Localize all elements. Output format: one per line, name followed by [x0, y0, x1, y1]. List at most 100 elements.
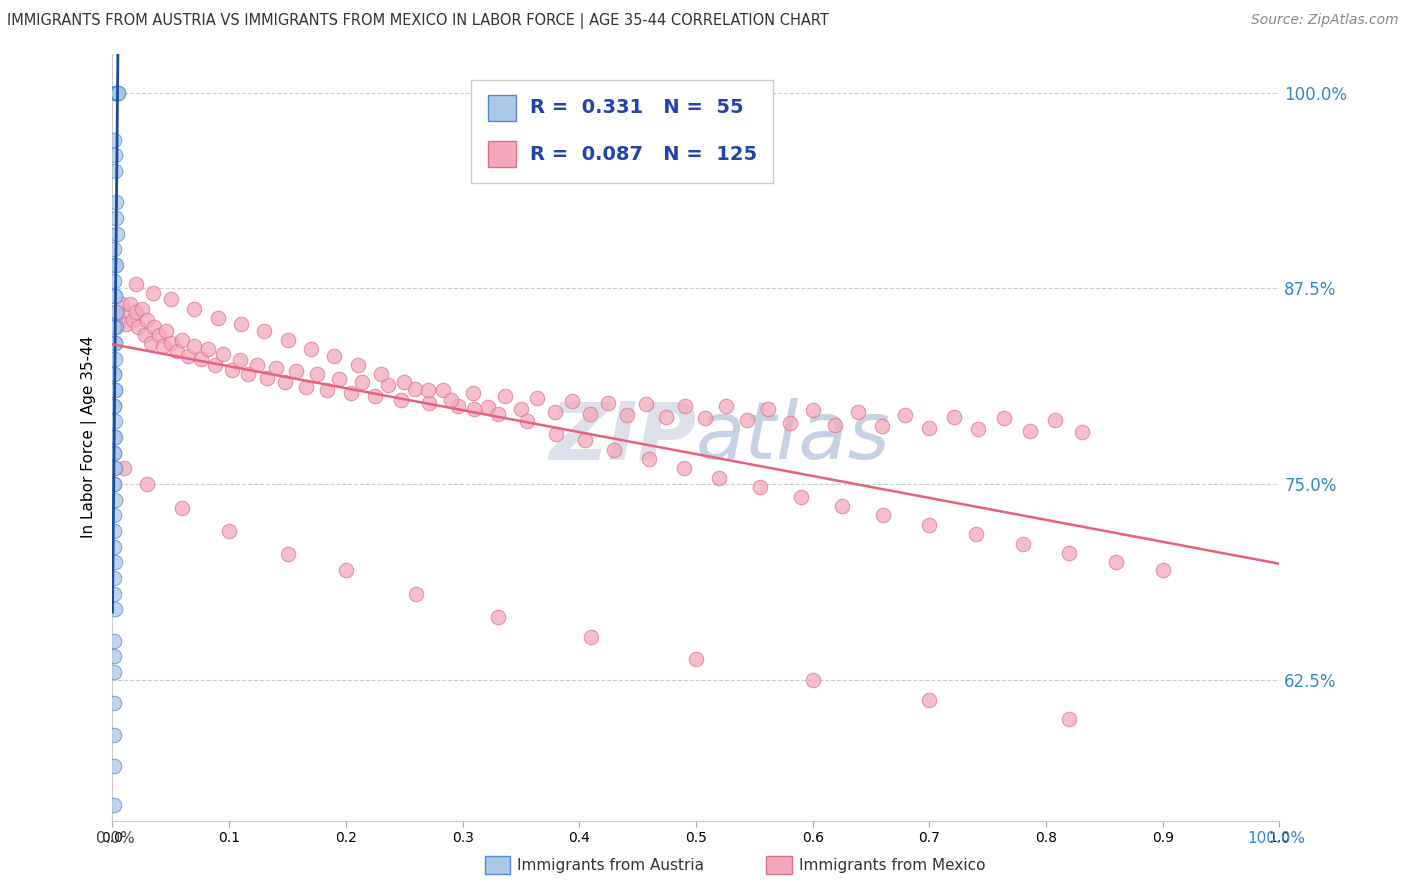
Point	[404, 382, 426, 396]
Point	[103, 477, 125, 491]
Point	[870, 419, 893, 434]
Text: 0.0%: 0.0%	[96, 831, 135, 846]
Point	[1018, 424, 1040, 438]
Point	[801, 403, 824, 417]
Point	[142, 286, 165, 301]
Point	[673, 461, 696, 475]
Point	[197, 343, 219, 357]
Point	[494, 389, 516, 403]
Point	[104, 289, 127, 303]
Point	[104, 383, 127, 397]
Point	[104, 336, 127, 351]
Point	[965, 527, 987, 541]
Point	[295, 380, 318, 394]
Point	[105, 86, 128, 100]
Point	[316, 383, 339, 397]
Text: R =  0.331   N =  55: R = 0.331 N = 55	[530, 98, 744, 118]
Point	[166, 343, 188, 358]
Point	[127, 320, 149, 334]
Point	[152, 339, 174, 353]
Point	[526, 391, 548, 405]
Point	[160, 293, 183, 307]
Point	[125, 277, 148, 291]
Point	[115, 318, 138, 332]
Point	[134, 328, 156, 343]
Point	[143, 320, 166, 334]
Point	[418, 395, 440, 409]
Point	[104, 336, 127, 351]
Text: ZIP: ZIP	[548, 398, 696, 476]
Point	[638, 452, 661, 467]
Point	[103, 649, 125, 664]
Point	[111, 297, 134, 311]
Point	[256, 370, 278, 384]
Point	[516, 414, 538, 428]
Point	[1045, 413, 1067, 427]
Point	[104, 383, 127, 397]
Point	[574, 434, 596, 448]
Point	[103, 399, 125, 413]
Point	[654, 409, 676, 424]
Point	[377, 378, 399, 392]
Point	[276, 333, 298, 347]
Point	[160, 336, 183, 351]
Y-axis label: In Labor Force | Age 35-44: In Labor Force | Age 35-44	[80, 336, 97, 538]
Point	[104, 414, 127, 428]
Point	[103, 461, 125, 475]
Point	[993, 411, 1015, 425]
Point	[105, 305, 128, 319]
Point	[323, 349, 346, 363]
Point	[284, 364, 307, 378]
Point	[131, 301, 153, 316]
Point	[103, 133, 125, 147]
Point	[1152, 563, 1174, 577]
Point	[104, 461, 127, 475]
Point	[103, 368, 125, 382]
Point	[103, 477, 125, 491]
Point	[831, 499, 853, 513]
Point	[103, 797, 125, 812]
Point	[112, 461, 135, 475]
Point	[440, 392, 463, 407]
Point	[172, 333, 194, 347]
Point	[136, 477, 159, 491]
Point	[779, 416, 801, 430]
Point	[218, 524, 240, 538]
Text: R =  0.087   N =  125: R = 0.087 N = 125	[530, 145, 758, 163]
Point	[104, 430, 127, 444]
Point	[229, 318, 252, 332]
Point	[824, 417, 846, 432]
Point	[104, 86, 127, 100]
Point	[405, 587, 427, 601]
Point	[107, 86, 129, 100]
Point	[183, 301, 205, 316]
Point	[579, 631, 602, 645]
Point	[103, 696, 125, 710]
Point	[486, 610, 509, 624]
Text: atlas: atlas	[696, 398, 891, 476]
Point	[104, 305, 127, 319]
Point	[190, 351, 212, 366]
Point	[894, 408, 917, 422]
Point	[104, 289, 127, 303]
Point	[477, 401, 499, 415]
Point	[872, 508, 894, 523]
Point	[598, 395, 620, 409]
Point	[335, 563, 357, 577]
Point	[276, 548, 298, 562]
Point	[305, 368, 328, 382]
Point	[918, 693, 941, 707]
Point	[756, 401, 779, 416]
Point	[461, 386, 484, 401]
Point	[709, 471, 731, 485]
Point	[103, 368, 125, 382]
Point	[246, 358, 269, 372]
Point	[103, 540, 125, 554]
Point	[1105, 555, 1128, 569]
Point	[104, 164, 127, 178]
Point	[228, 353, 250, 368]
Point	[204, 358, 226, 372]
Point	[463, 401, 485, 416]
Point	[108, 312, 131, 326]
Point	[737, 413, 759, 427]
